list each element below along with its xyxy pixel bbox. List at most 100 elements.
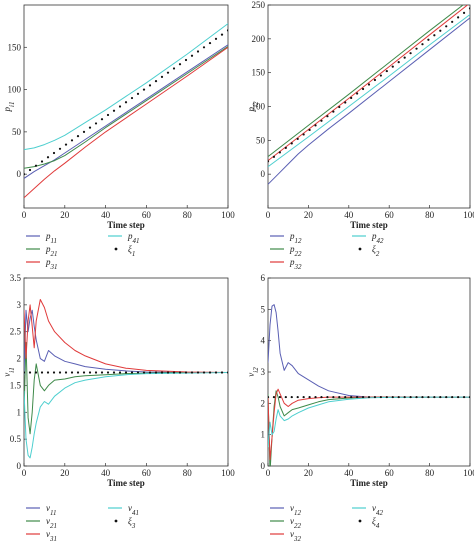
y-tick-label: 2: [17, 354, 22, 364]
x-tick-label: 60: [385, 468, 395, 478]
legend-swatch: [358, 247, 362, 251]
x-tick-label: 80: [425, 210, 435, 220]
series-point-5: [314, 124, 317, 127]
series-point-5: [296, 137, 299, 141]
series-line-3: [24, 299, 228, 373]
series-line-2: [24, 45, 228, 169]
y-tick-label: 3: [17, 300, 22, 310]
series-point-5: [403, 56, 406, 59]
x-tick-label: 0: [22, 468, 27, 478]
series-point-5: [28, 371, 32, 374]
y-tick-label: 2.5: [10, 327, 22, 337]
legend-label: v11: [46, 503, 56, 517]
y-axis-label: vi1: [2, 367, 16, 376]
series-point-5: [88, 126, 92, 129]
series-point-5: [397, 61, 400, 64]
legend-label: p12: [289, 231, 302, 245]
legend-label: ξ1: [128, 244, 135, 258]
series-point-5: [308, 395, 311, 399]
legend-label: p31: [45, 257, 58, 271]
series-point-5: [373, 395, 377, 399]
series-point-5: [272, 155, 276, 158]
y-tick-label: 3: [261, 367, 266, 377]
series-point-5: [24, 371, 26, 374]
x-axis-label: Time step: [107, 220, 145, 230]
series-point-5: [226, 371, 228, 374]
x-tick-label: 60: [142, 468, 152, 478]
series-point-5: [332, 110, 335, 113]
x-tick-label: 60: [142, 210, 152, 220]
series-point-5: [350, 96, 353, 100]
series-point-5: [320, 119, 323, 122]
series-point-5: [356, 92, 359, 95]
legend-label: p11: [45, 231, 57, 245]
series-point-5: [202, 46, 206, 49]
series-point-5: [34, 164, 38, 167]
legend-label: v31: [46, 529, 57, 543]
legend-label: ξ3: [128, 516, 136, 530]
series-point-5: [166, 71, 170, 74]
series-point-5: [397, 395, 400, 399]
series-point-5: [268, 160, 270, 163]
series-point-5: [433, 34, 436, 37]
series-point-5: [320, 395, 323, 399]
series-point-5: [190, 371, 194, 374]
series-point-5: [415, 47, 418, 50]
series-point-5: [190, 54, 194, 57]
series-line-1: [268, 17, 470, 185]
x-tick-label: 100: [463, 210, 474, 220]
y-tick-label: 2: [261, 398, 266, 408]
series-point-5: [64, 143, 68, 146]
series-point-5: [338, 395, 341, 399]
y-axis-label: pi1: [2, 102, 16, 113]
series-point-5: [373, 78, 377, 82]
series-line-4: [24, 23, 228, 151]
series-point-5: [296, 395, 299, 399]
series-point-5: [468, 395, 470, 399]
series-line-4: [268, 396, 470, 448]
plot-frame: [267, 277, 471, 467]
y-axis-label: pi2: [246, 101, 260, 112]
series-point-5: [409, 395, 412, 399]
series-point-5: [160, 75, 164, 78]
series-point-5: [76, 371, 80, 374]
series-point-5: [268, 395, 270, 399]
series-point-5: [124, 371, 128, 374]
series-point-5: [361, 395, 365, 399]
legend-label: v21: [46, 516, 57, 530]
legend-swatch: [114, 519, 118, 523]
series-point-5: [344, 101, 347, 104]
y-tick-label: 50: [256, 135, 266, 145]
series-point-5: [46, 371, 50, 374]
series-point-5: [160, 371, 164, 374]
series-point-5: [326, 395, 329, 399]
series-line-1: [24, 309, 228, 375]
series-point-5: [40, 160, 44, 163]
series-point-5: [154, 371, 158, 374]
x-tick-label: 40: [101, 210, 111, 220]
series-point-5: [148, 84, 152, 87]
series-point-5: [433, 395, 436, 399]
series-point-5: [457, 395, 460, 399]
legend-label: v22: [290, 516, 302, 530]
x-axis-label: Time step: [350, 220, 388, 230]
series-line-2: [268, 390, 470, 466]
series-point-5: [290, 142, 293, 145]
series-point-5: [421, 395, 424, 399]
x-axis-label: Time step: [350, 478, 388, 488]
x-tick-label: 80: [183, 210, 193, 220]
series-point-5: [385, 69, 388, 73]
series-point-5: [462, 11, 466, 14]
series-point-5: [220, 33, 224, 36]
series-point-5: [118, 105, 122, 108]
legend-label: p21: [45, 244, 58, 258]
chart-4: 0 20 40 60 80 100 0 1 2 3 4 5 6 Time step vi2 v12v22v32…: [246, 273, 474, 543]
series-point-5: [350, 395, 353, 399]
series-point-5: [391, 395, 394, 399]
series-point-5: [427, 395, 430, 399]
legend-swatch: [358, 519, 362, 523]
series-point-5: [403, 395, 406, 399]
